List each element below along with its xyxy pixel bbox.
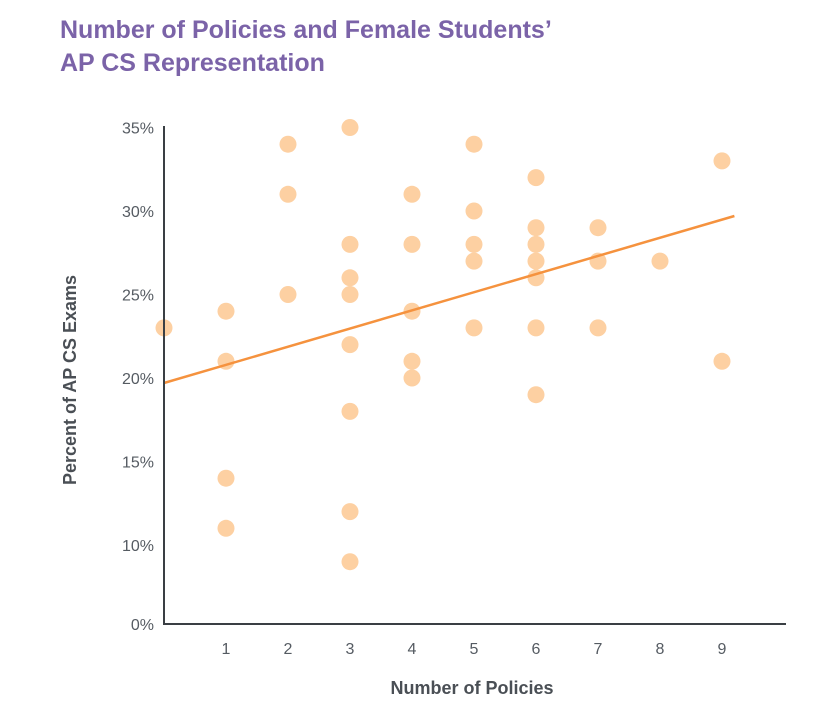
x-tick-label-3: 4 [408,641,417,658]
y-tick-label-2: 15% [122,455,154,472]
x-tick-labels: 1 2 3 4 5 6 7 8 9 [222,641,727,658]
chart-title-line-1: Number of Policies and Female Students’ [60,16,552,44]
data-point-25 [465,319,483,337]
data-points [155,119,731,571]
data-point-6 [279,185,297,203]
x-tick-label-4: 5 [470,641,479,658]
data-point-23 [465,235,483,253]
y-tick-label-5: 30% [122,204,154,221]
x-tick-label-8: 9 [718,641,727,658]
data-point-31 [527,319,545,337]
data-point-29 [527,252,545,270]
data-point-15 [341,553,359,571]
data-point-22 [465,202,483,220]
data-point-3 [217,469,235,487]
y-tick-label-1: 10% [122,538,154,555]
data-point-7 [279,286,297,303]
x-axis-title: Number of Policies [390,678,553,698]
data-point-17 [403,235,421,253]
data-point-8 [341,119,359,136]
data-point-33 [589,219,607,237]
data-point-11 [341,286,359,303]
x-tick-label-0: 1 [222,641,231,658]
y-tick-label-3: 20% [122,371,154,388]
x-tick-label-6: 7 [594,641,603,658]
data-point-16 [403,185,421,203]
x-tick-label-5: 6 [532,641,541,658]
data-point-37 [713,152,731,170]
data-point-27 [527,219,545,237]
y-tick-labels: 0% 10% 15% 20% 25% 30% 35% [122,121,154,635]
trend-line [163,214,735,385]
data-point-1 [217,302,235,320]
y-tick-label-0: 0% [131,617,154,634]
data-point-19 [403,352,421,370]
y-tick-label-4: 25% [122,288,154,305]
data-point-9 [341,235,359,253]
x-tick-label-2: 3 [346,641,355,658]
data-point-10 [341,269,359,287]
data-point-36 [651,252,669,270]
data-point-38 [713,352,731,370]
data-point-32 [527,386,545,404]
data-point-28 [527,235,545,253]
x-tick-label-7: 8 [656,641,665,658]
x-tick-label-1: 2 [284,641,293,658]
data-point-20 [403,369,421,387]
chart-title-line-2: AP CS Representation [60,49,325,77]
data-point-26 [527,169,545,187]
data-point-14 [341,503,359,521]
data-point-5 [279,135,297,153]
data-point-35 [589,319,607,337]
y-tick-label-6: 35% [122,121,154,138]
data-point-4 [217,519,235,537]
y-axis-title: Percent of AP CS Exams [60,275,80,485]
data-point-24 [465,252,483,270]
data-point-12 [341,336,359,354]
data-point-13 [341,402,359,420]
data-point-21 [465,135,483,153]
chart-title: Number of Policies and Female Students’ … [60,14,552,80]
